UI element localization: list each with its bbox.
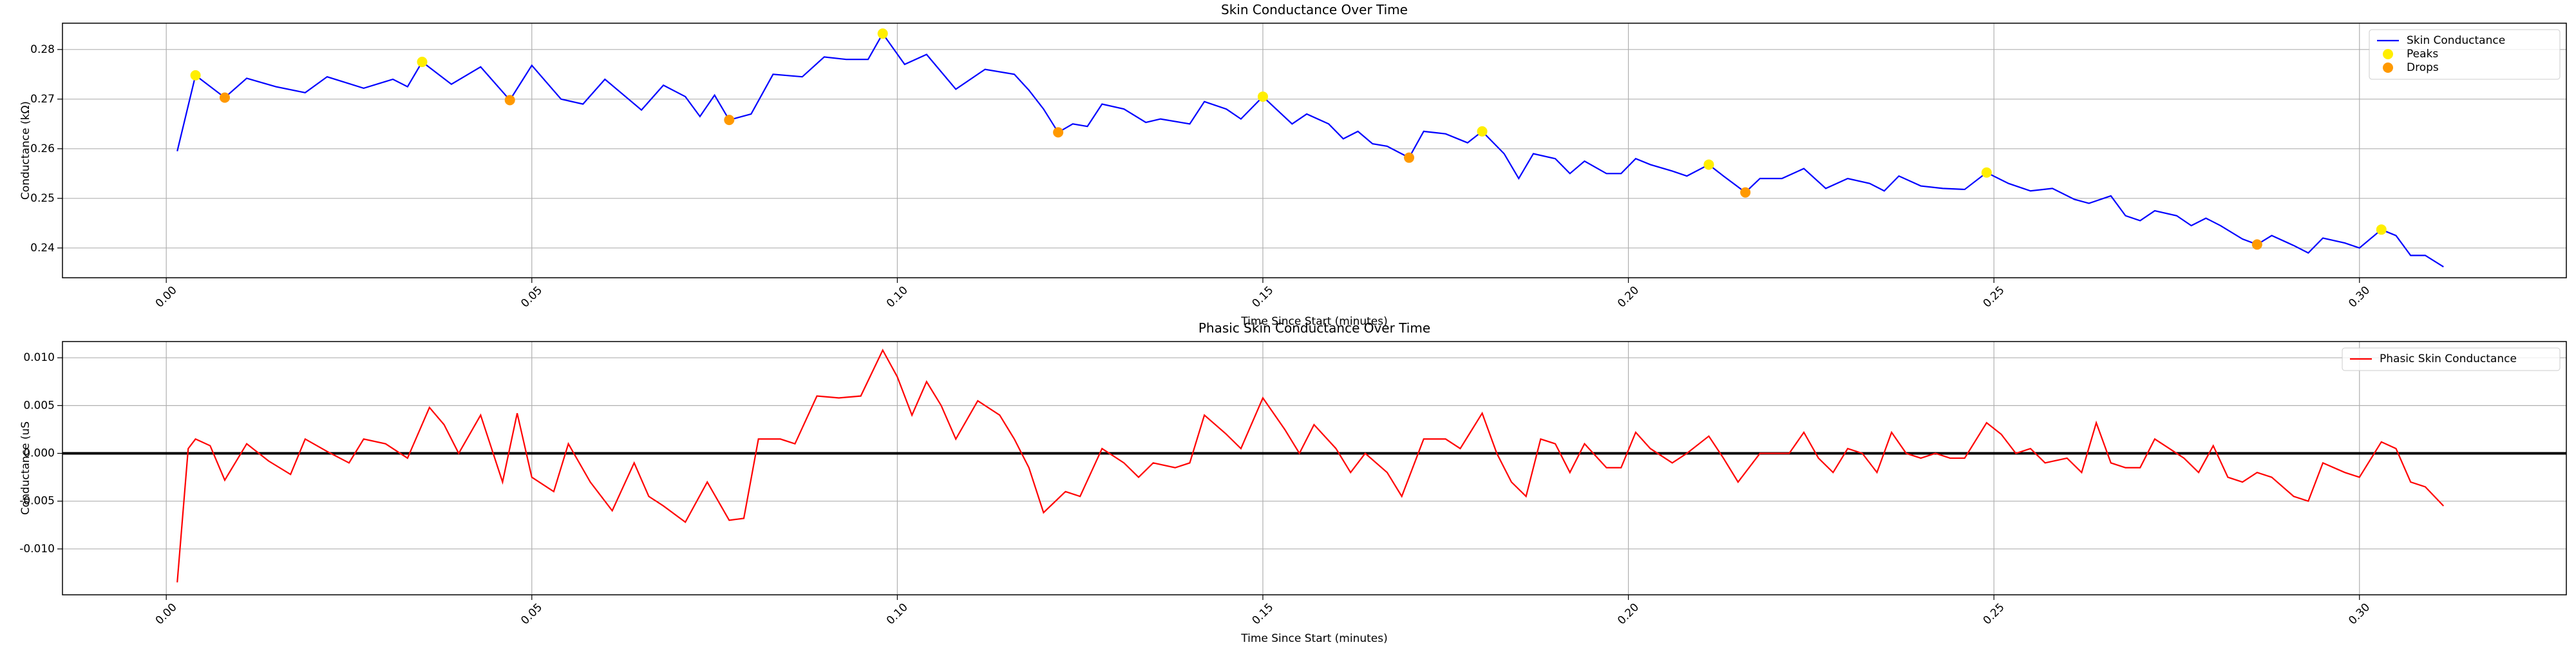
x-tick-label: 0.20 <box>1615 284 1642 311</box>
chart-title: Phasic Skin Conductance Over Time <box>1198 320 1430 336</box>
data-point <box>724 115 735 126</box>
x-axis-label: Time Since Start (minutes) <box>1240 315 1388 328</box>
data-point <box>2376 224 2387 235</box>
x-tick-label: 0.15 <box>1250 601 1276 628</box>
y-tick-label: 0.010 <box>23 351 55 364</box>
legend-label: Skin Conductance <box>2407 34 2505 47</box>
y-tick-label: 0.24 <box>30 242 55 255</box>
data-point <box>190 70 201 81</box>
y-axis-label: Conductance (uS <box>19 421 32 515</box>
x-tick-label: 0.30 <box>2346 284 2372 311</box>
data-point <box>220 92 231 103</box>
y-tick-label: 0.28 <box>30 43 55 56</box>
legend-label: Peaks <box>2407 48 2438 61</box>
y-tick-label: -0.010 <box>19 543 55 555</box>
data-point <box>1053 127 1064 138</box>
data-point <box>1404 152 1415 163</box>
x-tick-label: 0.00 <box>153 601 180 628</box>
y-tick-label: -0.005 <box>19 495 55 508</box>
legend-swatch <box>2383 63 2393 73</box>
x-tick-label: 0.20 <box>1615 601 1642 628</box>
x-tick-label: 0.30 <box>2346 601 2372 628</box>
axes-frame <box>62 23 2567 278</box>
legend-label: Phasic Skin Conductance <box>2380 352 2517 365</box>
y-tick-label: 0.27 <box>30 93 55 106</box>
y-tick-label: 0.26 <box>30 142 55 155</box>
data-point <box>504 95 515 106</box>
x-tick-label: 0.05 <box>518 284 545 311</box>
axes-frame <box>62 341 2567 595</box>
data-point <box>877 28 888 39</box>
x-tick-label: 0.05 <box>518 601 545 628</box>
x-tick-label: 0.15 <box>1250 284 1276 311</box>
data-point <box>1257 91 1268 102</box>
plot-area <box>62 342 2566 595</box>
data-point <box>1740 187 1751 198</box>
legend: Phasic Skin Conductance <box>2342 347 2561 371</box>
x-tick-label: 0.10 <box>884 284 911 311</box>
data-point <box>2251 239 2262 250</box>
x-tick-label: 0.25 <box>1981 284 2007 311</box>
data-line <box>176 348 2445 583</box>
y-tick-label: 0.25 <box>30 192 55 205</box>
legend-swatch <box>2383 49 2393 59</box>
data-point <box>1703 159 1714 170</box>
legend-box <box>2369 29 2561 80</box>
y-tick-label: 0.000 <box>23 447 55 460</box>
data-point <box>1981 167 1992 178</box>
chart-title: Skin Conductance Over Time <box>1221 2 1408 17</box>
legend-box <box>2342 347 2561 371</box>
x-tick-label: 0.10 <box>884 601 911 628</box>
data-point <box>417 57 428 68</box>
data-point <box>1477 126 1488 137</box>
y-tick-label: 0.005 <box>23 399 55 412</box>
x-tick-label: 0.00 <box>153 284 180 311</box>
legend-label: Drops <box>2407 61 2439 74</box>
plot-area <box>62 23 2566 278</box>
y-axis-label: Conductance (kΩ) <box>19 101 32 200</box>
x-axis-label: Time Since Start (minutes) <box>1240 632 1388 644</box>
x-tick-label: 0.25 <box>1981 601 2007 628</box>
